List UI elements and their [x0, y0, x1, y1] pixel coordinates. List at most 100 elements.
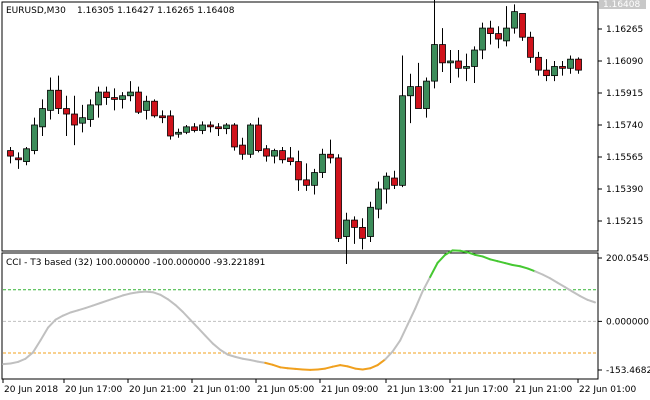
candle-body-bull: [47, 89, 54, 111]
candle: [399, 55, 406, 188]
candle: [335, 154, 342, 243]
candle: [47, 77, 54, 120]
cci-segment: [166, 298, 177, 306]
candles-group: [7, 0, 582, 264]
cci-segment: [564, 286, 574, 293]
candle-body-bear: [167, 115, 174, 137]
candle: [567, 55, 574, 74]
candle-body-bull: [463, 66, 470, 69]
time-tick-label: 21 Jun 01:00: [193, 385, 250, 395]
candle: [503, 6, 510, 47]
price-tick-label: 1.15740: [606, 121, 643, 131]
cci-segment: [106, 296, 117, 302]
candle-body-bull: [271, 150, 278, 157]
cci-segment: [181, 310, 192, 321]
candle: [95, 86, 102, 118]
candle: [319, 148, 326, 179]
cci-segment: [91, 302, 102, 307]
candle-body-bear: [159, 115, 166, 119]
candle: [439, 28, 446, 72]
candle-body-bull: [375, 188, 382, 210]
candle: [479, 22, 486, 60]
time-tick-label: 21 Jun 05:00: [257, 385, 314, 395]
candle-body-bull: [247, 124, 254, 155]
candle-body-bear: [111, 97, 118, 100]
symbol-label: EURUSD,M30: [6, 6, 66, 16]
candle: [447, 50, 454, 83]
candle-body-bull: [399, 95, 406, 186]
candle: [87, 99, 94, 127]
candle-body-bear: [559, 66, 566, 69]
cci-segment: [354, 367, 364, 371]
candle: [111, 88, 118, 111]
price-tick-label: 1.16090: [606, 57, 643, 67]
candle: [295, 150, 302, 191]
candle-body-bear: [63, 108, 70, 115]
candle-body-bear: [439, 44, 446, 64]
candle: [351, 216, 358, 244]
price-tick-label: 1.15915: [606, 89, 643, 99]
candle-body-bear: [495, 33, 502, 40]
candle: [55, 75, 62, 115]
candle-body-bear: [535, 56, 542, 71]
candle: [71, 95, 78, 146]
candle: [375, 181, 382, 219]
time-axis: 20 Jun 2018 20 Jun 17:00 20 Jun 21:00 21 Ju…: [2, 379, 636, 395]
cci-segment: [46, 318, 57, 329]
cci-segment: [459, 249, 469, 254]
candle: [239, 137, 246, 160]
cci-segment: [556, 281, 567, 289]
candle: [279, 146, 286, 164]
candle-body-bear: [7, 150, 14, 157]
candle-body-bear: [455, 60, 462, 69]
candle: [215, 123, 222, 136]
current-price-marker: 1.16408: [599, 0, 646, 10]
cci-segment: [346, 365, 357, 370]
candle-body-bear: [135, 91, 142, 113]
cci-segment: [541, 273, 552, 280]
candle: [519, 13, 526, 41]
candle: [303, 163, 310, 191]
candle-body-bull: [223, 124, 230, 130]
candle-body-bull: [383, 175, 390, 190]
candle: [311, 168, 318, 195]
indicator-pane[interactable]: CCI - T3 based (32) 100.000000 -100.0000…: [1, 249, 599, 380]
price-pane[interactable]: EURUSD,M30 1.16305 1.16427 1.16265 1.164…: [1, 0, 599, 264]
candle-body-bear: [231, 124, 238, 148]
candle: [343, 212, 350, 264]
cci-segment: [69, 309, 79, 314]
candle: [327, 139, 334, 164]
time-tick-label: 21 Jun 09:00: [321, 385, 378, 395]
cci-segment: [54, 314, 64, 321]
cci-segment: [421, 276, 432, 293]
cci-segment: [489, 258, 499, 263]
candle-body-bear: [415, 86, 422, 109]
candle-body-bull: [311, 172, 318, 186]
candle: [431, 0, 438, 89]
candle-body-bull: [447, 60, 454, 64]
cci-segment: [391, 339, 402, 353]
candle: [543, 59, 550, 82]
cci-segment: [444, 249, 454, 256]
candle-body-bull: [407, 86, 414, 97]
candle: [127, 81, 134, 102]
indicator-pane-border: [1, 252, 599, 380]
candle-body-bull: [23, 148, 30, 162]
candle: [39, 99, 46, 136]
cci-line-group: [2, 249, 596, 371]
candle-body-bear: [575, 58, 582, 71]
candle-body-bear: [519, 13, 526, 38]
cci-segment: [331, 364, 342, 368]
candle: [23, 146, 30, 166]
candle: [207, 121, 214, 133]
candle-body-bear: [351, 219, 358, 228]
candle: [455, 50, 462, 78]
candle-body-bull: [567, 58, 574, 69]
candle: [167, 110, 174, 140]
cci-segment: [144, 290, 154, 294]
candle-body-bear: [279, 150, 286, 161]
cci-segment: [264, 361, 274, 366]
candle-body-bull: [79, 117, 86, 124]
candle: [415, 62, 422, 109]
